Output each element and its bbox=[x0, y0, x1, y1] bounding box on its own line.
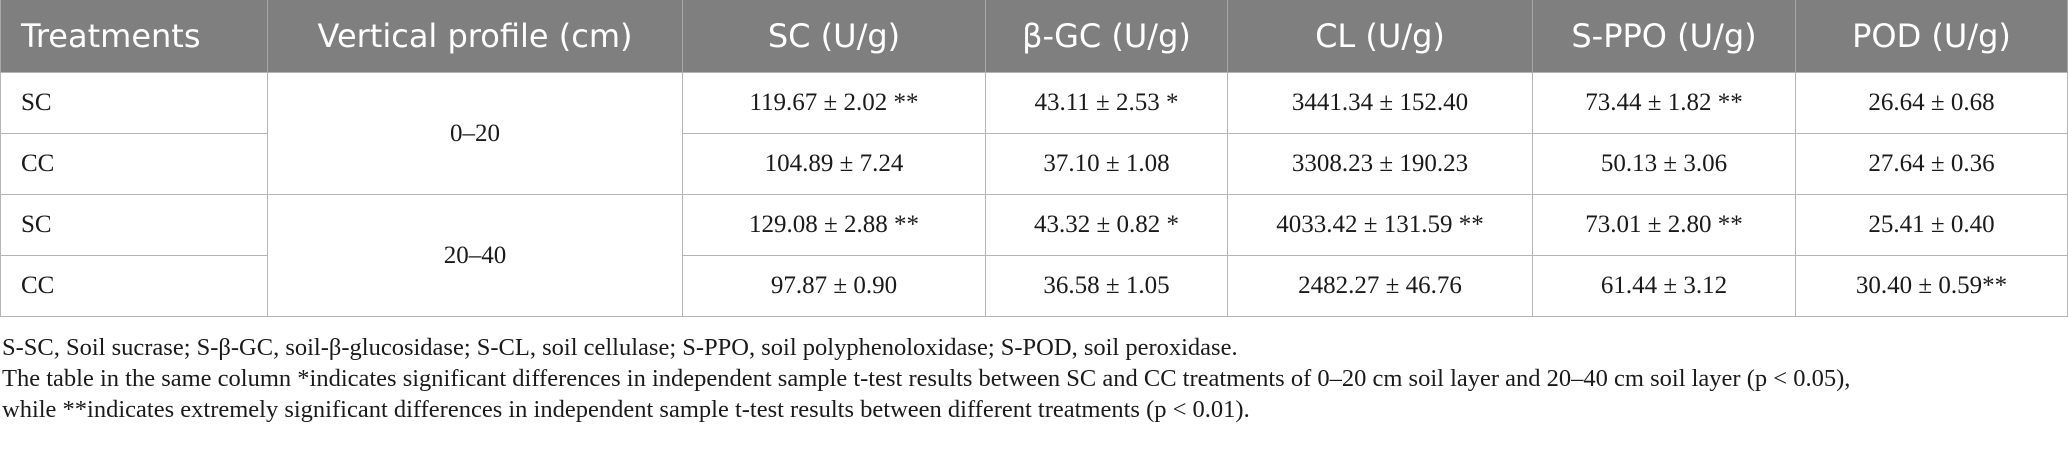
table-row: SC 20–40 129.08 ± 2.88 ** 43.32 ± 0.82 *… bbox=[0, 194, 2068, 317]
sc-cell: 129.08 ± 2.88 ** bbox=[682, 194, 986, 256]
treatment-cell: SC bbox=[0, 194, 268, 256]
table-row: SC 0–20 119.67 ± 2.02 ** 43.11 ± 2.53 * … bbox=[0, 72, 2068, 195]
significance-note-line1: The table in the same column *indicates … bbox=[2, 365, 1851, 392]
header-vertical-profile: Vertical profile (cm) bbox=[267, 0, 683, 73]
header-pod: POD (U/g) bbox=[1795, 0, 2068, 73]
s-ppo-cell: 73.01 ± 2.80 ** bbox=[1532, 194, 1796, 256]
treatment-cell: SC bbox=[0, 72, 268, 134]
sc-cell: 104.89 ± 7.24 bbox=[682, 133, 986, 195]
sc-cell: 119.67 ± 2.02 ** bbox=[682, 72, 986, 134]
significance-note-line2: while **indicates extremely significant … bbox=[2, 396, 1250, 423]
profile-cell: 20–40 bbox=[267, 194, 683, 317]
pod-cell: 25.41 ± 0.40 bbox=[1795, 194, 2068, 256]
pod-cell: 30.40 ± 0.59** bbox=[1795, 255, 2068, 317]
sc-cell: 97.87 ± 0.90 bbox=[682, 255, 986, 317]
treatment-cell: CC bbox=[0, 133, 268, 195]
pod-cell: 27.64 ± 0.36 bbox=[1795, 133, 2068, 195]
beta-gc-cell: 43.32 ± 0.82 * bbox=[985, 194, 1228, 256]
cl-cell: 2482.27 ± 46.76 bbox=[1227, 255, 1533, 317]
beta-gc-cell: 37.10 ± 1.08 bbox=[985, 133, 1228, 195]
header-sc: SC (U/g) bbox=[682, 0, 986, 73]
header-row: Treatments Vertical profile (cm) SC (U/g… bbox=[0, 0, 2068, 73]
enzyme-activity-table: Treatments Vertical profile (cm) SC (U/g… bbox=[0, 0, 2068, 317]
treatment-cell: CC bbox=[0, 255, 268, 317]
cl-cell: 3308.23 ± 190.23 bbox=[1227, 133, 1533, 195]
beta-gc-cell: 36.58 ± 1.05 bbox=[985, 255, 1228, 317]
s-ppo-cell: 73.44 ± 1.82 ** bbox=[1532, 72, 1796, 134]
s-ppo-cell: 50.13 ± 3.06 bbox=[1532, 133, 1796, 195]
beta-gc-cell: 43.11 ± 2.53 * bbox=[985, 72, 1228, 134]
profile-cell: 0–20 bbox=[267, 72, 683, 195]
pod-cell: 26.64 ± 0.68 bbox=[1795, 72, 2068, 134]
header-s-ppo: S-PPO (U/g) bbox=[1532, 0, 1796, 73]
table-figure: Treatments Vertical profile (cm) SC (U/g… bbox=[0, 0, 2068, 317]
s-ppo-cell: 61.44 ± 3.12 bbox=[1532, 255, 1796, 317]
table-footnotes: S-SC, Soil sucrase; S-β-GC, soil-β-gluco… bbox=[2, 332, 1850, 425]
table-row: CC 97.87 ± 0.90 36.58 ± 1.05 2482.27 ± 4… bbox=[0, 255, 2068, 317]
header-beta-gc: β-GC (U/g) bbox=[985, 0, 1228, 73]
cl-cell: 3441.34 ± 152.40 bbox=[1227, 72, 1533, 134]
header-treatments: Treatments bbox=[0, 0, 268, 73]
abbreviations-note: S-SC, Soil sucrase; S-β-GC, soil-β-gluco… bbox=[2, 334, 1238, 361]
header-cl: CL (U/g) bbox=[1227, 0, 1533, 73]
cl-cell: 4033.42 ± 131.59 ** bbox=[1227, 194, 1533, 256]
